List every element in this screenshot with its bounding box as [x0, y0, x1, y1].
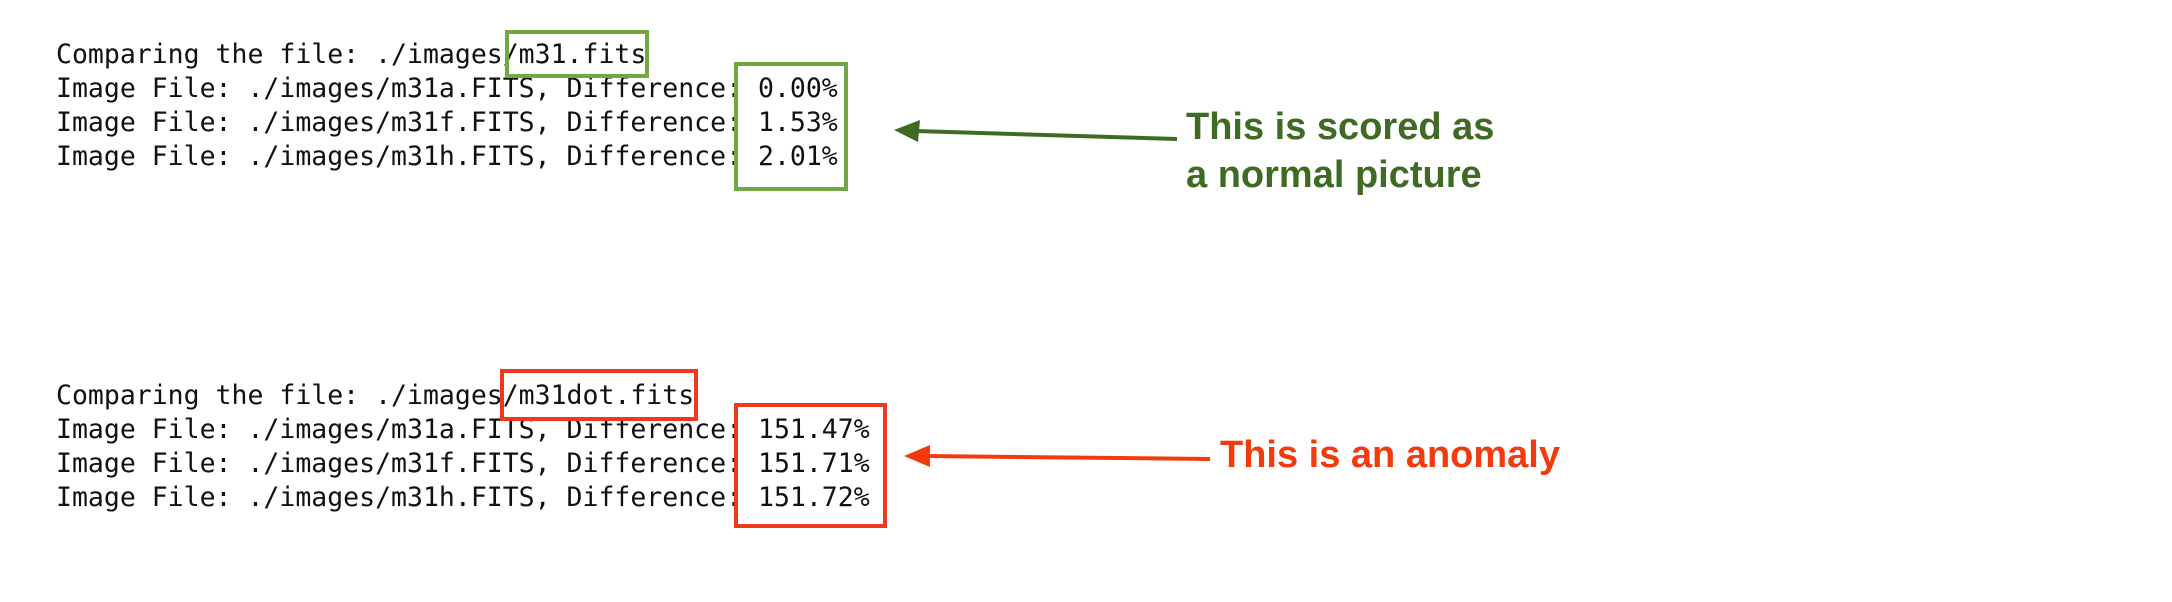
filename-highlight-box — [505, 30, 649, 78]
difference-values-highlight-box — [734, 403, 887, 528]
arrow-left-icon — [904, 445, 1211, 467]
normal-callout-label: This is scored as a normal picture — [1186, 103, 1494, 199]
callout-line: This is an anomaly — [1220, 434, 1560, 476]
callout-line: a normal picture — [1186, 154, 1482, 196]
callout-line: This is scored as — [1186, 106, 1495, 148]
difference-values-highlight-box — [734, 62, 848, 191]
filename-highlight-box — [500, 369, 698, 421]
arrow-left-icon — [894, 120, 1178, 142]
result-line: Image File: ./images/m31h.FITS, Differen… — [56, 141, 838, 172]
anomaly-callout-label: This is an anomaly — [1220, 431, 1560, 479]
compare-header-line: Comparing the file: ./images/m31.fits — [56, 39, 647, 70]
result-line: Image File: ./images/m31h.FITS, Differen… — [56, 482, 870, 513]
compare-header-line: Comparing the file: ./images/m31dot.fits — [56, 380, 695, 411]
anomaly-comparison-output: Comparing the file: ./images/m31dot.fits… — [56, 379, 870, 515]
result-line: Image File: ./images/m31f.FITS, Differen… — [56, 107, 838, 138]
result-line: Image File: ./images/m31f.FITS, Differen… — [56, 448, 870, 479]
result-line: Image File: ./images/m31a.FITS, Differen… — [56, 73, 838, 104]
normal-comparison-output: Comparing the file: ./images/m31.fits Im… — [56, 38, 838, 174]
